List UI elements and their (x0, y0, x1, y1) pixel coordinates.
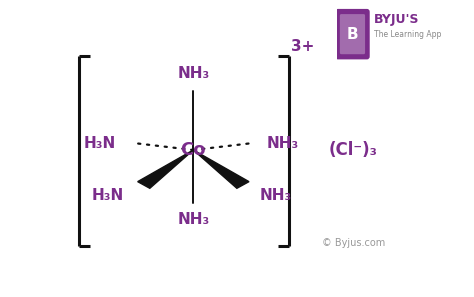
Text: NH₃: NH₃ (177, 66, 210, 81)
Text: NH₃: NH₃ (259, 188, 292, 203)
Text: B: B (346, 27, 358, 42)
Text: 3+: 3+ (291, 39, 314, 54)
Text: NH₃: NH₃ (177, 212, 210, 227)
Polygon shape (193, 150, 249, 188)
Text: Co: Co (181, 141, 206, 159)
Text: H₃N: H₃N (84, 136, 116, 151)
FancyBboxPatch shape (335, 9, 370, 59)
Text: © Byjus.com: © Byjus.com (321, 238, 385, 248)
Text: BYJU'S: BYJU'S (374, 13, 419, 26)
Text: NH₃: NH₃ (267, 136, 299, 151)
FancyBboxPatch shape (340, 14, 365, 54)
Text: H₃N: H₃N (91, 188, 124, 203)
Text: The Learning App: The Learning App (374, 30, 441, 39)
Text: (Cl⁻)₃: (Cl⁻)₃ (328, 141, 378, 159)
Polygon shape (137, 150, 193, 188)
